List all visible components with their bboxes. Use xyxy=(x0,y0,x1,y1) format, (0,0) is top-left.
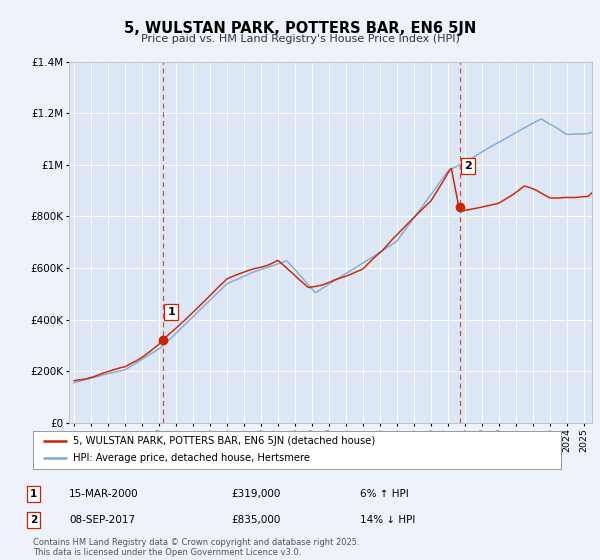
Text: Contains HM Land Registry data © Crown copyright and database right 2025.
This d: Contains HM Land Registry data © Crown c… xyxy=(33,538,359,557)
Text: £319,000: £319,000 xyxy=(231,489,280,499)
Text: HPI: Average price, detached house, Hertsmere: HPI: Average price, detached house, Hert… xyxy=(73,454,310,464)
Text: 2: 2 xyxy=(464,161,472,171)
Text: Price paid vs. HM Land Registry's House Price Index (HPI): Price paid vs. HM Land Registry's House … xyxy=(140,34,460,44)
Text: 5, WULSTAN PARK, POTTERS BAR, EN6 5JN: 5, WULSTAN PARK, POTTERS BAR, EN6 5JN xyxy=(124,21,476,36)
Text: 14% ↓ HPI: 14% ↓ HPI xyxy=(360,515,415,525)
Text: 15-MAR-2000: 15-MAR-2000 xyxy=(69,489,139,499)
Text: 08-SEP-2017: 08-SEP-2017 xyxy=(69,515,135,525)
Text: 1: 1 xyxy=(30,489,37,499)
Text: 1: 1 xyxy=(167,307,175,317)
Text: £835,000: £835,000 xyxy=(231,515,280,525)
Text: 5, WULSTAN PARK, POTTERS BAR, EN6 5JN (detached house): 5, WULSTAN PARK, POTTERS BAR, EN6 5JN (d… xyxy=(73,436,375,446)
Text: 6% ↑ HPI: 6% ↑ HPI xyxy=(360,489,409,499)
Text: 2: 2 xyxy=(30,515,37,525)
